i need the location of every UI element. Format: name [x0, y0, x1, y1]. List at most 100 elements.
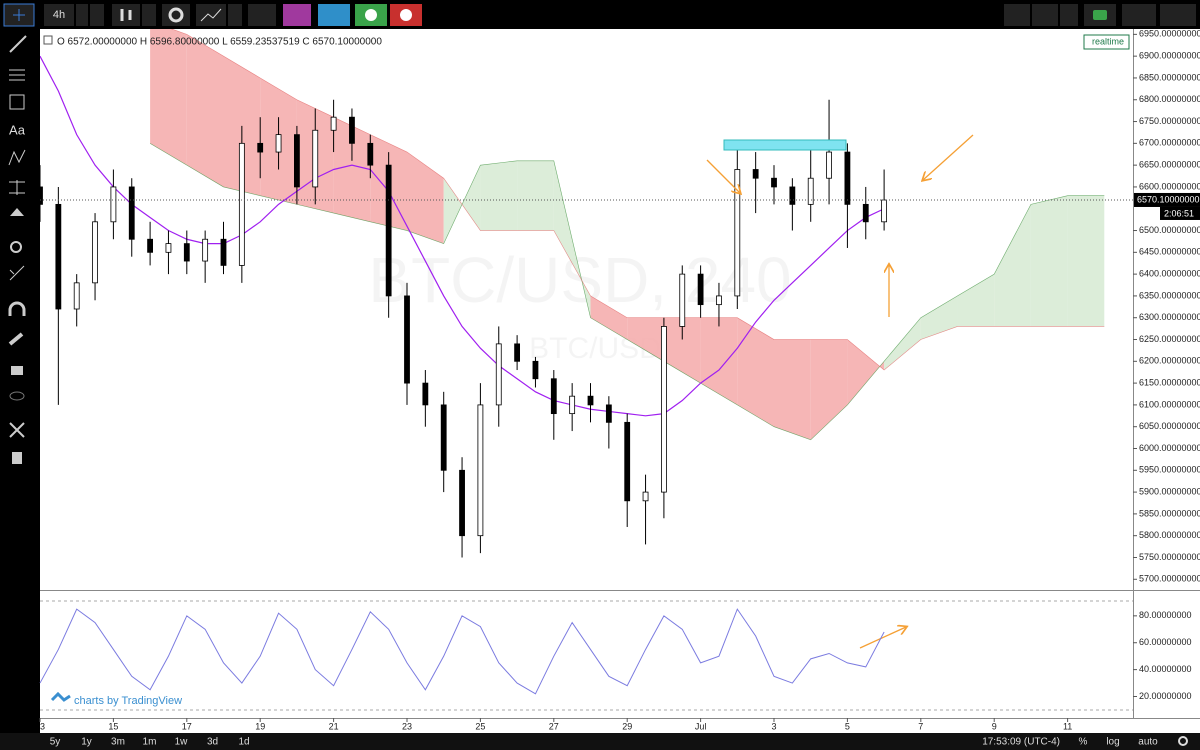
candle-body [110, 186, 117, 223]
y-tick-label: 5900.00000000 [1139, 486, 1200, 496]
candle-body [330, 116, 337, 131]
countdown-box [1160, 206, 1200, 220]
text-tool[interactable]: Aa [9, 122, 26, 137]
icon-tool[interactable] [10, 208, 24, 216]
range-button[interactable]: 3d [207, 737, 218, 748]
range-button[interactable]: 3m [111, 737, 125, 748]
cloud-segment [517, 160, 554, 231]
range-button[interactable]: 1d [238, 737, 249, 748]
y-tick-label: 6050.00000000 [1139, 421, 1200, 431]
alert-button[interactable] [318, 4, 350, 26]
candle-body [40, 186, 43, 205]
interval-dropdown[interactable] [90, 4, 104, 26]
chart-style-button[interactable] [112, 4, 140, 26]
y-tick-label: 60.00000000 [1139, 637, 1192, 647]
bottom-bar [0, 733, 1200, 750]
cloud-segment [810, 339, 848, 440]
candle-body [404, 295, 410, 384]
candle-body [459, 469, 465, 537]
candle-body [844, 151, 851, 205]
templates-button[interactable] [283, 4, 311, 26]
y-tick-label: 6850.00000000 [1139, 72, 1200, 82]
x-tick-label: 7 [918, 721, 923, 731]
indicators-button[interactable] [196, 4, 226, 26]
zoom-tool[interactable] [10, 241, 22, 253]
legend-toggle[interactable] [43, 35, 53, 45]
cloud-edge [149, 143, 1105, 441]
candle-body [73, 282, 80, 310]
y-tick-label: 5700.00000000 [1139, 574, 1200, 584]
pattern-tool[interactable] [8, 149, 26, 166]
ohlc-legend: O 6572.00000000 H 6596.80000000 L 6559.2… [57, 37, 382, 48]
buy-icon [365, 9, 377, 21]
candle-body [697, 273, 704, 306]
settings-button[interactable] [1178, 736, 1188, 746]
save-button[interactable] [1160, 4, 1196, 26]
range-button[interactable]: 1m [143, 737, 157, 748]
candle-body [147, 238, 154, 253]
candle-body [826, 151, 832, 179]
cloud-segment [480, 160, 518, 231]
y-tick-label: 6800.00000000 [1139, 94, 1200, 104]
y-tick-label: 6950.00000000 [1139, 29, 1200, 39]
cloud-segment [186, 34, 224, 187]
tradingview-logo [50, 691, 71, 702]
hide-tool[interactable] [9, 391, 25, 401]
y-tick-label: 6300.00000000 [1139, 312, 1200, 322]
cloud-segment [590, 295, 628, 340]
chart-style-dropdown[interactable] [142, 4, 156, 26]
interval-menu[interactable] [76, 4, 88, 26]
indicators-dropdown[interactable] [228, 4, 242, 26]
lock-tool[interactable] [11, 366, 23, 375]
top-toolbar: 4h [3, 3, 1196, 27]
y-tick-label: 6600.00000000 [1139, 181, 1200, 191]
candle-body [624, 421, 631, 502]
prediction-tool[interactable] [9, 180, 25, 195]
compare-button[interactable] [248, 4, 276, 26]
range-button[interactable]: 1y [81, 737, 92, 748]
candle-body [734, 169, 741, 297]
interval-button[interactable] [44, 4, 74, 26]
branding: charts by TradingView [74, 695, 182, 707]
fib-tool[interactable] [9, 69, 25, 81]
range-button[interactable]: 5y [50, 737, 61, 748]
candle-body [716, 295, 722, 306]
x-tick-label: 23 [402, 721, 412, 731]
x-tick-label: Jul [695, 721, 707, 731]
y-tick-label: 40.00000000 [1139, 664, 1192, 674]
x-tick-label: 17 [182, 721, 192, 731]
y-tick-label: 6700.00000000 [1139, 138, 1200, 148]
candles-icon [120, 9, 132, 21]
range-button[interactable]: 1w [175, 737, 189, 748]
remove-tools[interactable] [9, 422, 25, 438]
scale-button[interactable]: % [1079, 737, 1088, 748]
trash-tool[interactable] [12, 452, 22, 464]
clock: 17:53:09 (UTC-4) [982, 737, 1060, 748]
x-tick-label: 9 [992, 721, 997, 731]
cloud-segment [627, 317, 664, 362]
shape-tool[interactable] [9, 94, 25, 110]
scale-button[interactable]: auto [1138, 737, 1158, 748]
fullscreen-button[interactable] [1004, 4, 1030, 26]
trend-line-tool[interactable] [9, 35, 27, 53]
measure-tool[interactable] [9, 265, 25, 281]
redo-button[interactable] [1060, 4, 1078, 26]
stay-drawing-tool[interactable] [8, 332, 24, 346]
y-tick-label: 6250.00000000 [1139, 334, 1200, 344]
candle-body [514, 343, 521, 362]
candle-body [92, 221, 98, 284]
last-price-box [1134, 192, 1200, 207]
indicators-icon [200, 8, 222, 22]
cloud-segment [1067, 195, 1105, 327]
load-button[interactable] [1122, 4, 1156, 26]
magnet-tool[interactable] [8, 301, 26, 316]
settings-button[interactable] [162, 4, 190, 26]
scale-button[interactable]: log [1106, 737, 1119, 748]
bottom-controls: 5y 1y 3m 1m 1w 3d 1d% log auto [50, 736, 1188, 748]
undo-button[interactable] [1032, 4, 1058, 26]
moving-average [40, 55, 885, 417]
x-tick-label: 3 [771, 721, 776, 731]
y-tick-label: 80.00000000 [1139, 610, 1192, 620]
